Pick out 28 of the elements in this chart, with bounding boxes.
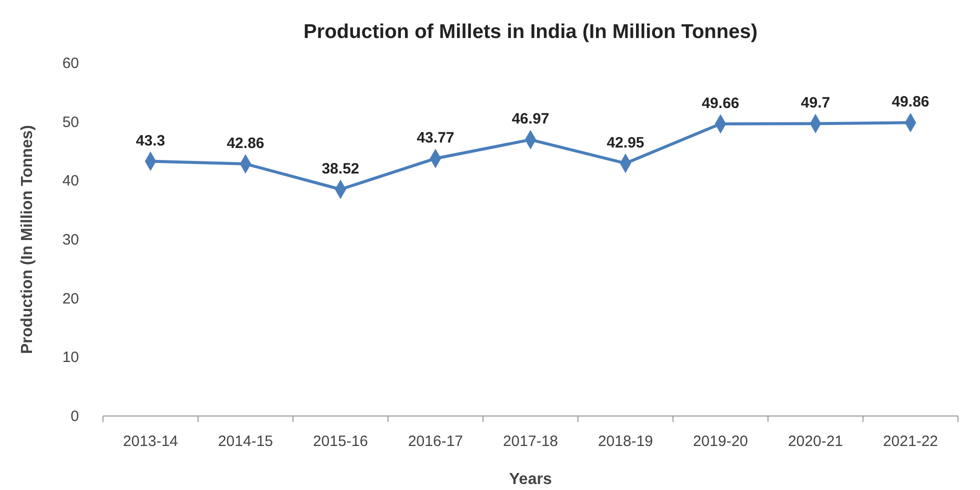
- y-tick-label: 10: [62, 349, 79, 366]
- y-tick-label: 50: [62, 114, 79, 131]
- data-label: 42.86: [226, 134, 264, 152]
- x-tick-label: 2020-21: [788, 433, 844, 450]
- data-label: 46.97: [512, 110, 550, 128]
- y-tick-label: 0: [70, 408, 79, 425]
- data-label: 49.66: [702, 94, 740, 112]
- y-tick-label: 30: [62, 232, 79, 248]
- y-tick-label: 20: [62, 290, 79, 308]
- data-label: 38.52: [322, 160, 360, 178]
- x-tick-label: 2015-16: [312, 433, 368, 450]
- data-label: 49.7: [800, 94, 830, 112]
- x-tick-label: 2014-15: [218, 433, 274, 450]
- x-tick-label: 2016-17: [408, 433, 464, 450]
- data-label: 49.86: [892, 94, 930, 111]
- x-tick-label: 2017-18: [502, 433, 558, 450]
- data-label: 43.3: [136, 132, 166, 150]
- x-tick-label: 2021-22: [882, 433, 938, 450]
- data-label: 42.95: [606, 134, 644, 152]
- data-label: 43.77: [416, 129, 454, 146]
- x-tick-label: 2019-20: [692, 433, 748, 450]
- y-axis-title: Production (In Million Tonnes): [19, 124, 36, 354]
- x-tick-label: 2013-14: [122, 433, 178, 450]
- x-axis-title: Years: [509, 471, 552, 488]
- y-tick-label: 40: [62, 172, 79, 190]
- y-tick-label: 60: [62, 55, 79, 72]
- x-tick-label: 2018-19: [598, 433, 654, 450]
- chart-title: Production of Millets in India (In Million Tonnes): [303, 21, 758, 43]
